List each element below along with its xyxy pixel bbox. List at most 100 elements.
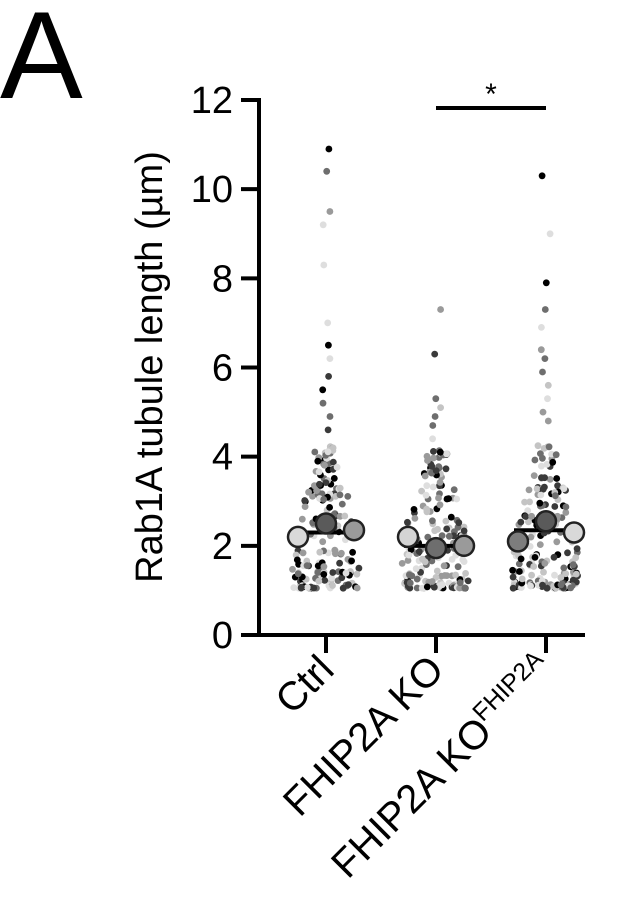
data-point xyxy=(413,575,421,583)
data-point xyxy=(314,457,322,465)
data-point xyxy=(428,578,436,585)
data-point xyxy=(440,562,448,570)
data-point xyxy=(429,517,436,525)
y-axis: 0 2 4 6 8 10 12 xyxy=(191,80,261,657)
data-point xyxy=(315,468,323,476)
data-point xyxy=(551,492,559,500)
data-point xyxy=(456,584,463,592)
data-point xyxy=(509,566,516,574)
data-point xyxy=(516,568,523,575)
data-point xyxy=(544,381,552,389)
data-point xyxy=(557,581,565,589)
data-point xyxy=(398,560,406,567)
data-point xyxy=(436,501,444,509)
data-point xyxy=(404,518,411,526)
data-point xyxy=(329,569,337,576)
data-point xyxy=(450,486,458,494)
data-point xyxy=(445,495,452,502)
data-point xyxy=(303,562,311,569)
data-point xyxy=(293,556,301,564)
data-point xyxy=(419,555,426,563)
data-point xyxy=(551,571,558,579)
data-point xyxy=(567,584,575,592)
data-point xyxy=(418,487,425,495)
data-point xyxy=(562,570,570,578)
data-point xyxy=(442,465,450,473)
data-point xyxy=(524,507,532,515)
data-point xyxy=(411,515,419,522)
data-point xyxy=(353,570,361,578)
data-point xyxy=(553,538,561,546)
data-point xyxy=(422,491,430,499)
data-point xyxy=(443,525,451,533)
data-point xyxy=(435,494,442,502)
data-point xyxy=(530,563,538,570)
y-tick-label: 0 xyxy=(212,615,233,657)
data-point xyxy=(562,503,570,511)
data-point xyxy=(429,435,436,443)
data-point xyxy=(345,581,352,589)
data-point xyxy=(521,498,528,506)
data-point xyxy=(572,554,580,562)
data-point xyxy=(541,355,549,362)
data-point xyxy=(528,512,535,520)
data-point xyxy=(329,458,337,466)
data-point xyxy=(549,458,557,466)
data-point xyxy=(526,498,533,506)
data-point xyxy=(329,582,336,589)
data-point xyxy=(569,561,577,569)
data-point xyxy=(410,506,418,513)
replicate-mean xyxy=(534,510,558,533)
data-point xyxy=(320,261,328,269)
data-point xyxy=(320,571,328,578)
category-label: Ctrl xyxy=(267,647,342,722)
data-point xyxy=(543,460,551,468)
data-point xyxy=(531,554,539,561)
data-point xyxy=(305,488,312,496)
data-point xyxy=(430,448,437,455)
data-point xyxy=(323,167,331,175)
data-point xyxy=(522,513,530,520)
data-point xyxy=(452,571,459,579)
data-point xyxy=(433,567,441,575)
data-point xyxy=(537,491,545,499)
data-point xyxy=(537,346,545,354)
data-point xyxy=(569,576,577,584)
data-point xyxy=(349,548,356,556)
data-point xyxy=(437,306,444,313)
data-point xyxy=(316,548,324,556)
data-point xyxy=(545,443,553,451)
data-point xyxy=(573,545,581,553)
data-point xyxy=(554,482,561,490)
replicate-means xyxy=(286,510,586,560)
data-point xyxy=(336,484,344,492)
data-point xyxy=(509,584,517,592)
data-point xyxy=(311,448,319,456)
x-axis xyxy=(257,633,585,653)
data-point xyxy=(301,497,309,504)
data-point xyxy=(324,448,332,456)
data-point xyxy=(460,558,468,565)
data-point xyxy=(319,399,327,407)
data-point xyxy=(544,417,552,425)
data-point xyxy=(562,509,570,516)
data-point xyxy=(314,562,322,570)
data-point xyxy=(353,584,361,592)
data-point xyxy=(546,476,554,483)
panel-letter: A xyxy=(0,0,83,125)
data-point xyxy=(333,463,341,471)
data-point xyxy=(423,583,431,591)
data-point xyxy=(423,508,431,516)
data-point xyxy=(525,518,532,526)
data-point xyxy=(445,532,453,540)
data-point xyxy=(322,479,330,486)
data-point xyxy=(509,573,517,581)
data-point xyxy=(454,563,462,571)
data-point xyxy=(572,570,580,578)
data-point xyxy=(423,482,431,490)
data-point xyxy=(560,564,568,572)
data-point xyxy=(460,527,468,535)
data-point xyxy=(551,503,559,510)
data-point xyxy=(326,208,334,215)
data-point xyxy=(525,486,533,494)
